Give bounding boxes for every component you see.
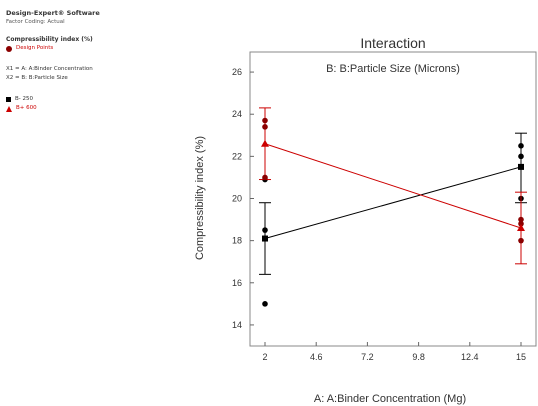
x-tick-label: 9.8 — [412, 352, 425, 362]
software-title: Design-Expert® Software — [6, 9, 100, 17]
design-point — [518, 237, 524, 244]
mean-marker-square — [518, 163, 524, 170]
x-axis-label: A: A:Binder Concentration (Mg) — [314, 393, 466, 405]
x-tick-label: 2 — [262, 352, 267, 362]
response-name: Compressibility index (%) — [6, 36, 93, 43]
design-point — [518, 153, 524, 160]
legend-b-low: B- 250 — [6, 95, 136, 104]
design-point — [262, 174, 268, 181]
series-line — [264, 166, 522, 240]
chart-title: Interaction — [360, 35, 425, 51]
y-tick-label: 26 — [232, 67, 242, 77]
square-marker-icon — [6, 97, 11, 102]
x-axis: 2 4.6 7.2 9.8 12.4 15 — [262, 342, 526, 362]
x-tick-label: 12.4 — [461, 352, 479, 362]
series-layer — [259, 107, 527, 307]
design-point — [262, 117, 268, 124]
legend-panel: Design-Expert® Software Factor Coding: A… — [6, 9, 136, 113]
design-point — [518, 220, 524, 227]
plot-area — [249, 51, 537, 347]
y-tick-label: 24 — [232, 109, 242, 119]
y-tick-label: 22 — [232, 151, 242, 161]
x1-label: X1 = A: A:Binder Concentration — [6, 66, 93, 72]
design-points-legend: Design Points — [6, 44, 136, 53]
legend-b-low-label: B- 250 — [15, 96, 34, 102]
design-point — [518, 216, 524, 223]
mean-marker-triangle — [517, 224, 525, 231]
x2-label: X2 = B: B:Particle Size — [6, 75, 68, 81]
mean-marker-triangle — [261, 139, 269, 147]
plot-border — [249, 51, 537, 347]
design-point — [262, 301, 268, 307]
x-tick-label: 15 — [516, 352, 526, 362]
x-tick-label: 4.6 — [310, 352, 323, 362]
factor-coding: Factor Coding: Actual — [6, 19, 65, 25]
y-tick-label: 20 — [232, 194, 242, 204]
chart-subtitle: B: B:Particle Size (Microns) — [326, 63, 460, 75]
y-tick-label: 18 — [232, 236, 242, 246]
y-axis: 14 16 18 20 22 24 26 — [232, 67, 254, 330]
y-axis-label: Compressibility index (%) — [194, 136, 206, 260]
y-tick-label: 14 — [232, 320, 242, 330]
x-tick-label: 7.2 — [361, 352, 374, 362]
mean-marker-square — [262, 235, 268, 242]
design-point — [262, 227, 268, 233]
design-point — [262, 124, 268, 130]
design-points-label: Design Points — [16, 45, 54, 51]
design-point-icon — [6, 45, 12, 52]
legend-b-high: B+ 600 — [6, 104, 136, 113]
series-line — [264, 143, 522, 229]
design-point — [518, 143, 524, 149]
legend-b-high-label: B+ 600 — [16, 105, 37, 111]
triangle-marker-icon — [6, 105, 12, 112]
y-tick-label: 16 — [232, 278, 242, 288]
